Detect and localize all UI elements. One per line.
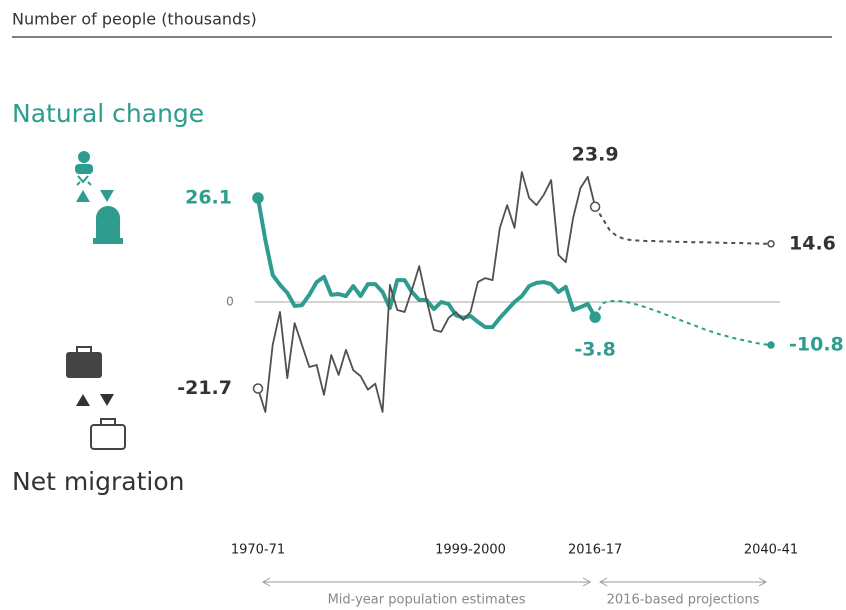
legend-label: Natural change [12,99,204,128]
series-line [256,197,597,330]
projection-line [594,299,772,347]
value-label: 14.6 [789,232,836,254]
arrow-head [758,577,768,587]
point-marker [767,341,775,349]
point-marker [252,383,264,394]
point-marker [589,311,601,323]
projection-line [594,206,771,245]
point-marker [767,240,775,248]
natural-change-icon [75,151,123,244]
x-tick-label: 1970-71 [231,543,285,558]
value-label: -10.8 [789,334,844,356]
arrow-head [582,577,592,587]
value-label: 26.1 [185,186,232,208]
x-tick-label: 2040-41 [744,543,798,558]
point-marker [252,192,264,204]
y-tick-label: 0 [226,295,234,309]
arrow-head [261,577,271,587]
value-label: -3.8 [574,339,616,361]
chart-title: Number of people (thousands) [12,10,257,29]
net-migration-icon [66,346,126,450]
range-label: Mid-year population estimates [328,593,526,608]
x-tick-label: 1999-2000 [435,543,506,558]
value-label: -21.7 [177,377,232,399]
value-label: 23.9 [572,144,619,166]
series-line [257,171,596,413]
legend-label: Net migration [12,467,185,496]
point-marker [589,201,601,212]
arrow-head [599,577,608,587]
range-label: 2016-based projections [607,593,760,608]
x-tick-label: 2016-17 [568,543,622,558]
